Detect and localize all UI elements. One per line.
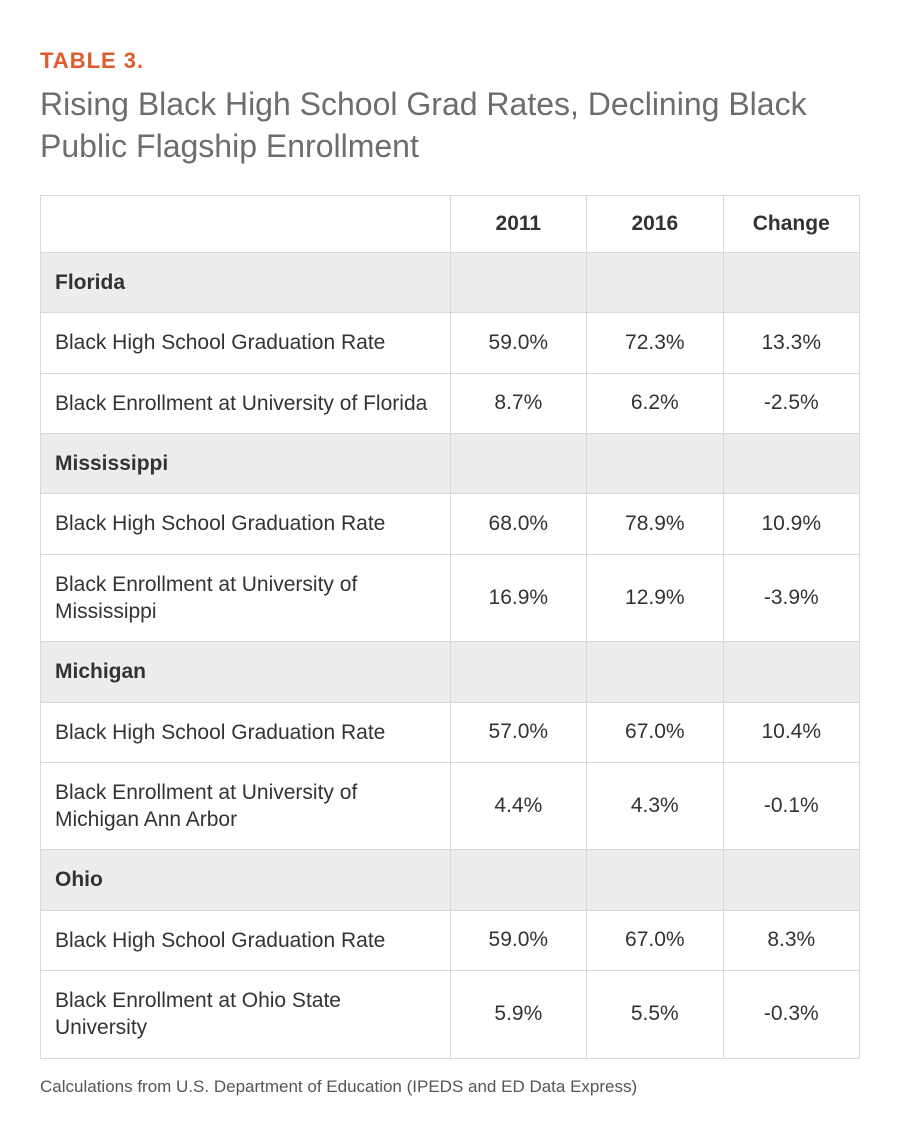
value-2016-cell: 5.5% <box>587 971 723 1059</box>
col-header-2011: 2011 <box>450 196 586 253</box>
value-2011-cell: 8.7% <box>450 373 586 433</box>
table-number-label: TABLE 3. <box>40 48 860 74</box>
row-label-cell: Black Enrollment at Ohio State Universit… <box>41 971 451 1059</box>
data-table: 2011 2016 Change FloridaBlack High Schoo… <box>40 195 860 1058</box>
value-change-cell: -3.9% <box>723 554 859 642</box>
empty-cell <box>723 253 859 313</box>
value-2016-cell: 6.2% <box>587 373 723 433</box>
empty-cell <box>587 434 723 494</box>
empty-cell <box>723 434 859 494</box>
table-row: Michigan <box>41 642 860 702</box>
table-row: Black High School Graduation Rate59.0%67… <box>41 910 860 970</box>
row-label-cell: Black Enrollment at University of Missis… <box>41 554 451 642</box>
value-change-cell: -0.3% <box>723 971 859 1059</box>
value-2011-cell: 4.4% <box>450 762 586 850</box>
table-title: Rising Black High School Grad Rates, Dec… <box>40 84 860 167</box>
empty-cell <box>450 642 586 702</box>
state-name-cell: Florida <box>41 253 451 313</box>
value-2016-cell: 12.9% <box>587 554 723 642</box>
value-2016-cell: 72.3% <box>587 313 723 373</box>
empty-cell <box>450 253 586 313</box>
empty-cell <box>450 434 586 494</box>
empty-cell <box>587 253 723 313</box>
row-label-cell: Black Enrollment at University of Florid… <box>41 373 451 433</box>
value-2016-cell: 78.9% <box>587 494 723 554</box>
state-name-cell: Mississippi <box>41 434 451 494</box>
table-row: Black Enrollment at University of Missis… <box>41 554 860 642</box>
empty-cell <box>723 850 859 910</box>
value-2011-cell: 59.0% <box>450 313 586 373</box>
empty-cell <box>587 850 723 910</box>
table-row: Black Enrollment at Ohio State Universit… <box>41 971 860 1059</box>
row-label-cell: Black Enrollment at University of Michig… <box>41 762 451 850</box>
empty-cell <box>587 642 723 702</box>
table-header-row: 2011 2016 Change <box>41 196 860 253</box>
value-2011-cell: 57.0% <box>450 702 586 762</box>
value-2016-cell: 67.0% <box>587 910 723 970</box>
table-row: Mississippi <box>41 434 860 494</box>
value-change-cell: -0.1% <box>723 762 859 850</box>
value-2011-cell: 59.0% <box>450 910 586 970</box>
row-label-cell: Black High School Graduation Rate <box>41 313 451 373</box>
value-change-cell: 8.3% <box>723 910 859 970</box>
col-header-change: Change <box>723 196 859 253</box>
value-2011-cell: 16.9% <box>450 554 586 642</box>
col-header-2016: 2016 <box>587 196 723 253</box>
value-change-cell: -2.5% <box>723 373 859 433</box>
state-name-cell: Ohio <box>41 850 451 910</box>
value-2011-cell: 5.9% <box>450 971 586 1059</box>
row-label-cell: Black High School Graduation Rate <box>41 910 451 970</box>
col-header-blank <box>41 196 451 253</box>
table-row: Florida <box>41 253 860 313</box>
value-change-cell: 13.3% <box>723 313 859 373</box>
state-name-cell: Michigan <box>41 642 451 702</box>
value-2016-cell: 4.3% <box>587 762 723 850</box>
value-2016-cell: 67.0% <box>587 702 723 762</box>
table-row: Black Enrollment at University of Michig… <box>41 762 860 850</box>
value-change-cell: 10.9% <box>723 494 859 554</box>
table-row: Ohio <box>41 850 860 910</box>
table-row: Black High School Graduation Rate68.0%78… <box>41 494 860 554</box>
table-row: Black High School Graduation Rate59.0%72… <box>41 313 860 373</box>
value-change-cell: 10.4% <box>723 702 859 762</box>
table-row: Black High School Graduation Rate57.0%67… <box>41 702 860 762</box>
table-row: Black Enrollment at University of Florid… <box>41 373 860 433</box>
row-label-cell: Black High School Graduation Rate <box>41 494 451 554</box>
row-label-cell: Black High School Graduation Rate <box>41 702 451 762</box>
empty-cell <box>450 850 586 910</box>
value-2011-cell: 68.0% <box>450 494 586 554</box>
empty-cell <box>723 642 859 702</box>
